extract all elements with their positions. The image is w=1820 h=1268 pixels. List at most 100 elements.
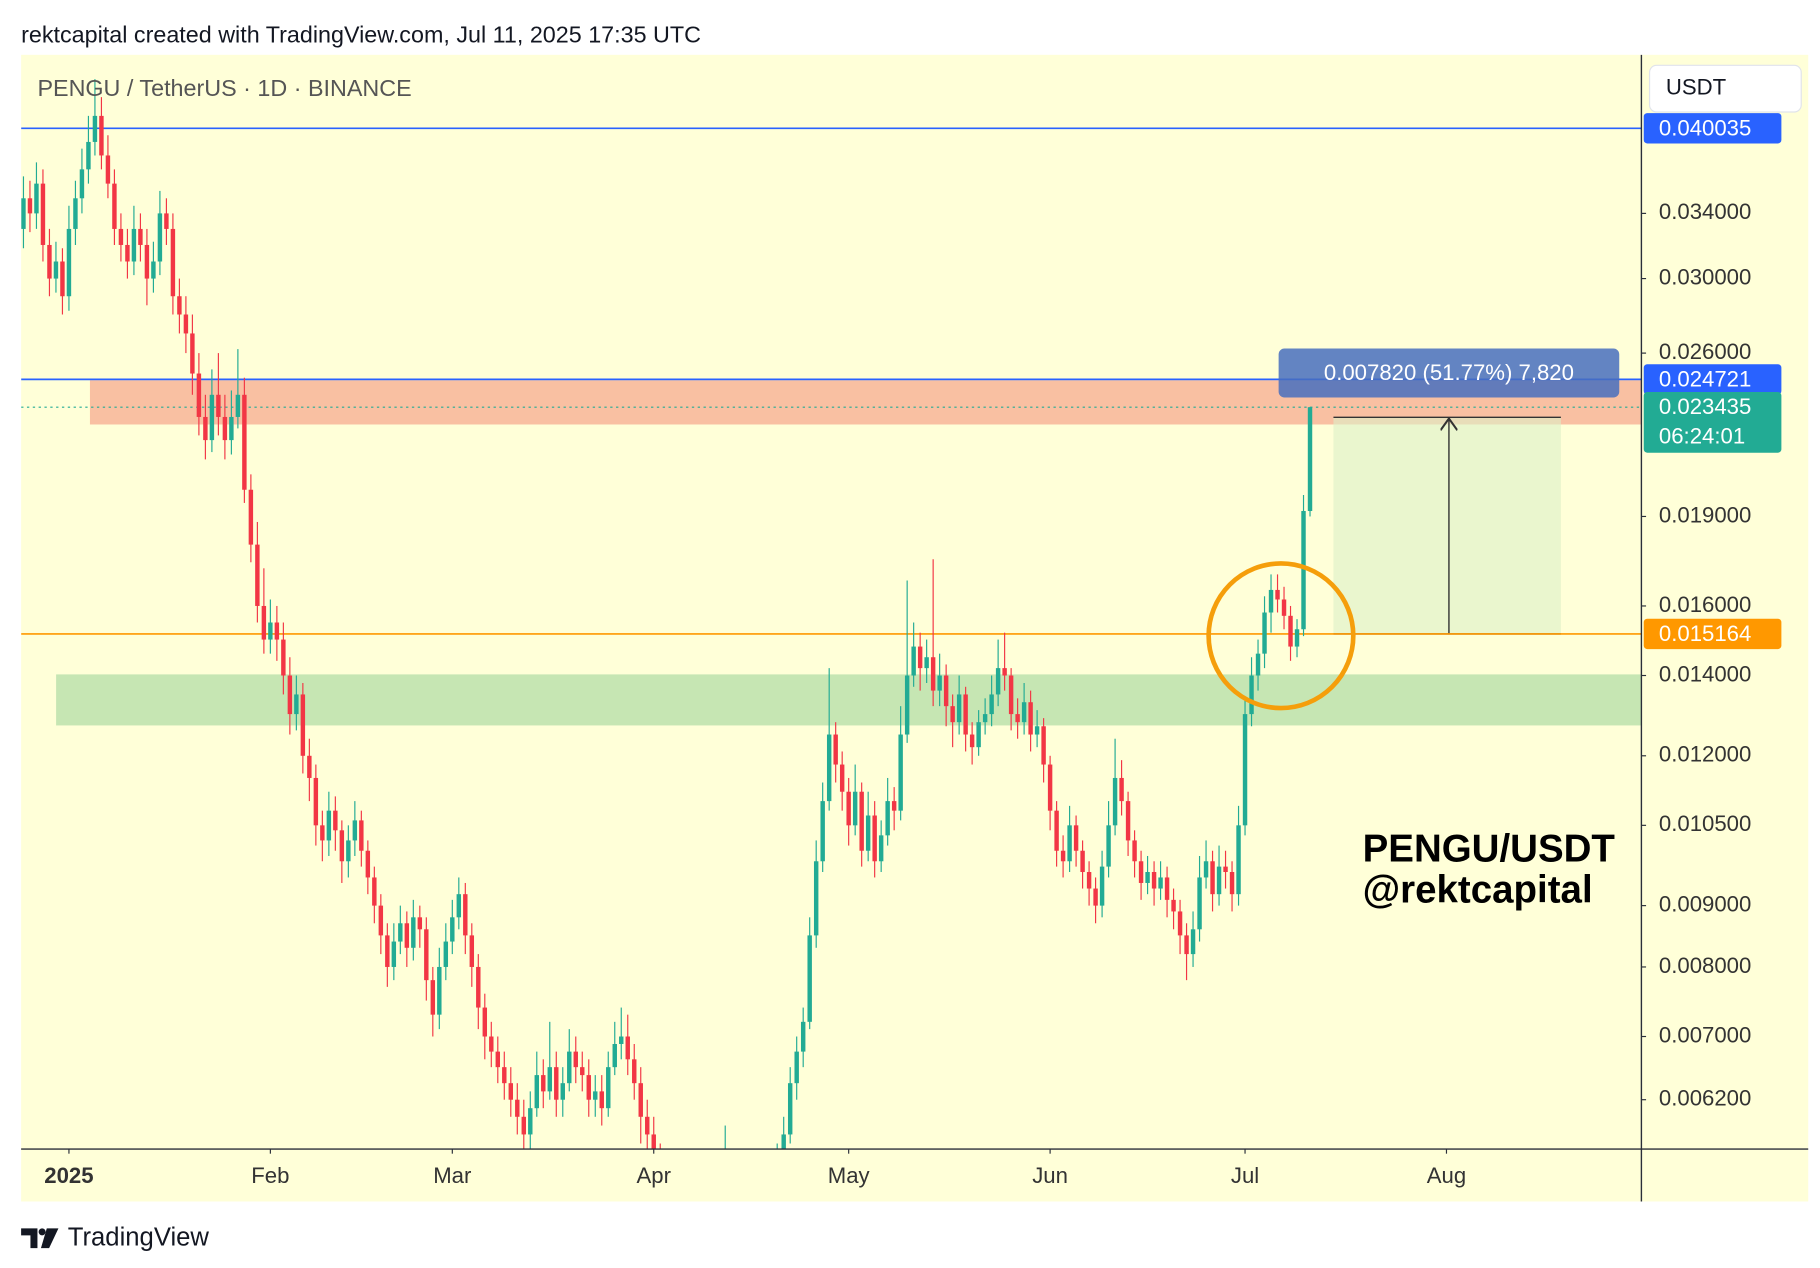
candle-body — [40, 183, 46, 245]
footer-brand: TradingView — [68, 1224, 210, 1252]
candle-body — [430, 980, 436, 1015]
candle-body — [534, 1075, 539, 1109]
candle-body — [787, 1083, 793, 1135]
candle-body — [1041, 726, 1046, 765]
candle-body — [248, 489, 254, 545]
candle-body — [495, 1051, 501, 1068]
candle-body — [1028, 702, 1033, 735]
level-label-box — [1643, 364, 1782, 395]
y-tick-label: 0.014000 — [1659, 661, 1751, 686]
level-label: 0.024721 — [1659, 366, 1751, 391]
candle-body — [1249, 675, 1254, 715]
candle-body — [79, 169, 85, 199]
candle-body — [800, 1021, 806, 1052]
candle-body — [203, 416, 208, 441]
candle-body — [1216, 866, 1222, 895]
candle-body — [105, 155, 111, 184]
candle-body — [956, 694, 962, 723]
measure-area — [1333, 417, 1561, 634]
candle-body — [963, 694, 968, 735]
candle-body — [1197, 877, 1202, 930]
candle-body — [678, 1244, 682, 1267]
candle-body — [268, 622, 273, 640]
candle-body — [463, 894, 468, 936]
candle-body — [190, 333, 195, 374]
candle-body — [144, 244, 150, 279]
candle-body — [547, 1067, 552, 1092]
candle-body — [1262, 612, 1267, 654]
candle-body — [1080, 850, 1085, 873]
candle-body — [710, 1212, 714, 1223]
candle-body — [554, 1067, 559, 1100]
candle-body — [287, 675, 293, 715]
candle-body — [1119, 777, 1124, 802]
candle-body — [229, 416, 234, 441]
candle-body — [313, 777, 319, 826]
candle-body — [1210, 861, 1215, 895]
highlight-circle — [1206, 561, 1356, 711]
candle-body — [92, 115, 98, 142]
candle-body — [521, 1116, 527, 1135]
candle-body — [930, 657, 936, 691]
y-tick-label: 0.016000 — [1659, 592, 1751, 617]
candle-body — [794, 1051, 799, 1084]
candle-body — [365, 850, 371, 878]
y-tick-label: 0.008000 — [1659, 953, 1751, 978]
candle-body — [898, 734, 903, 811]
candle-body — [1301, 511, 1306, 630]
candle-body — [632, 1059, 637, 1084]
currency-button[interactable] — [1648, 64, 1802, 113]
candle-body — [846, 791, 851, 826]
x-tick-label: May — [828, 1163, 871, 1188]
candle-body — [1021, 702, 1027, 723]
candle-body — [541, 1075, 546, 1092]
candle-body — [138, 228, 143, 245]
candle-body — [813, 861, 819, 936]
symbol-title: PENGU / TetherUS · 1D · BINANCE — [37, 75, 411, 101]
header-text: rektcapital created with TradingView.com… — [21, 21, 701, 47]
candle-body — [567, 1051, 572, 1084]
candle-body — [1112, 777, 1118, 826]
x-tick-label: Aug — [1427, 1163, 1466, 1188]
candle-body — [398, 923, 403, 942]
candle-body — [21, 198, 26, 229]
candle-body — [489, 1036, 494, 1052]
candle-body — [456, 894, 462, 918]
candle-body — [274, 622, 280, 640]
candle-body — [47, 244, 52, 279]
candle-body — [424, 929, 429, 981]
level-label-box — [1643, 113, 1782, 144]
candle-body — [1099, 866, 1105, 906]
candle-body — [599, 1091, 604, 1109]
candle-body — [346, 840, 351, 862]
y-tick-label: 0.012000 — [1659, 742, 1751, 767]
candle-body — [164, 213, 169, 229]
candle-body — [27, 198, 33, 214]
candle-body — [1223, 866, 1228, 873]
currency-label[interactable]: USDT — [1666, 75, 1727, 100]
candle-body — [1015, 714, 1020, 723]
candle-body — [904, 675, 910, 735]
candle-body — [573, 1051, 578, 1068]
candle-body — [1184, 935, 1189, 955]
candle-body — [222, 416, 228, 441]
candle-body — [1151, 872, 1157, 889]
candle-body — [1132, 840, 1137, 862]
candle-body — [1060, 850, 1066, 862]
last-price-label: 0.023435 — [1659, 394, 1751, 419]
y-tick-label: 0.009000 — [1659, 891, 1751, 916]
tradingview-logo: TradingView — [21, 1224, 209, 1252]
candle-body — [1093, 888, 1098, 906]
level-label-box — [1643, 618, 1782, 650]
candle-body — [1034, 726, 1040, 735]
candle-body — [66, 228, 72, 297]
candle-body — [820, 801, 825, 862]
candle-body — [742, 1201, 746, 1211]
candle-body — [1067, 825, 1072, 862]
candle-body — [482, 1007, 488, 1037]
candle-body — [60, 261, 65, 297]
candle-body — [717, 1201, 721, 1222]
candle-body — [378, 905, 384, 936]
